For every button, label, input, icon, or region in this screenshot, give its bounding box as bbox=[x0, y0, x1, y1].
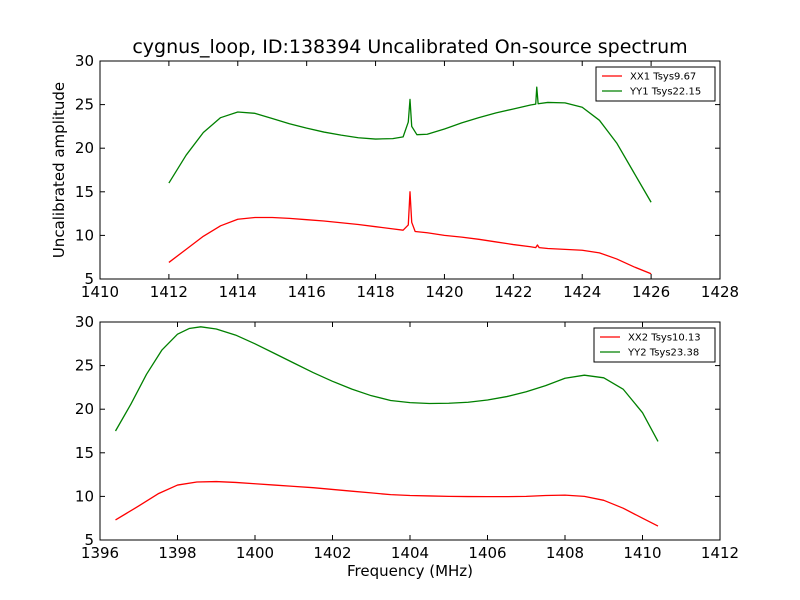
legend-label: YY2 Tsys23.38 bbox=[627, 348, 699, 359]
x-axis-label: Frequency (MHz) bbox=[347, 562, 473, 580]
y-tick-label: 5 bbox=[84, 531, 94, 549]
y-tick-label: 30 bbox=[75, 313, 94, 331]
y-tick-label: 30 bbox=[75, 52, 94, 70]
x-tick-label: 1412 bbox=[150, 283, 188, 301]
x-tick-label: 1396 bbox=[81, 544, 119, 562]
x-tick-label: 1398 bbox=[158, 544, 196, 562]
y-tick-label: 10 bbox=[75, 226, 94, 244]
x-tick-label: 1400 bbox=[236, 544, 274, 562]
series-line-xx bbox=[115, 480, 659, 527]
bottom-panel: 1396 1398 1400 1402 1404 1406 1408 1410 1412 5 10 1… bbox=[75, 313, 739, 580]
series-line-yy bbox=[168, 86, 652, 203]
x-tick-label: 1422 bbox=[494, 283, 532, 301]
legend-box bbox=[595, 66, 716, 102]
legend-label: XX1 Tsys9.67 bbox=[630, 72, 696, 83]
x-tick-label: 1406 bbox=[468, 544, 506, 562]
x-tick-label: 1402 bbox=[313, 544, 351, 562]
chart-title: cygnus_loop, ID:138394 Uncalibrated On-s… bbox=[132, 36, 687, 58]
series-line-xx bbox=[168, 191, 652, 275]
y-tick-label: 20 bbox=[75, 400, 94, 418]
y-tick-label: 20 bbox=[75, 139, 94, 157]
x-tick-label: 1414 bbox=[219, 283, 257, 301]
y-tick-label: 15 bbox=[75, 444, 94, 462]
y-tick-label: 15 bbox=[75, 183, 94, 201]
legend-label: YY1 Tsys22.15 bbox=[629, 87, 701, 98]
x-tick-label: 1410 bbox=[623, 544, 661, 562]
x-tick-label: 1416 bbox=[288, 283, 326, 301]
top-panel: 1410 1412 1414 1416 1418 1420 1422 1424 1426 1428… bbox=[50, 52, 739, 301]
y-tick-label: 10 bbox=[75, 487, 94, 505]
legend: XX2 Tsys10.13 YY2 Tsys23.38 bbox=[593, 327, 716, 363]
legend: XX1 Tsys9.67 YY1 Tsys22.15 bbox=[595, 66, 716, 102]
y-tick-label: 25 bbox=[75, 96, 94, 114]
x-tick-label: 1424 bbox=[563, 283, 601, 301]
plot-frame bbox=[99, 60, 721, 280]
series-line-yy bbox=[114, 326, 659, 442]
x-tick-label: 1428 bbox=[701, 283, 739, 301]
x-tick-label: 1410 bbox=[81, 283, 119, 301]
x-tick-label: 1418 bbox=[356, 283, 394, 301]
y-axis-label: Uncalibrated amplitude bbox=[50, 82, 68, 258]
legend-box bbox=[593, 327, 716, 363]
x-tick-label: 1420 bbox=[425, 283, 463, 301]
x-tick-label: 1404 bbox=[391, 544, 429, 562]
x-tick-label: 1408 bbox=[546, 544, 584, 562]
x-tick-label: 1412 bbox=[701, 544, 739, 562]
y-tick-label: 5 bbox=[84, 270, 94, 288]
legend-label: XX2 Tsys10.13 bbox=[628, 333, 701, 344]
x-tick-label: 1426 bbox=[632, 283, 670, 301]
y-tick-label: 25 bbox=[75, 357, 94, 375]
